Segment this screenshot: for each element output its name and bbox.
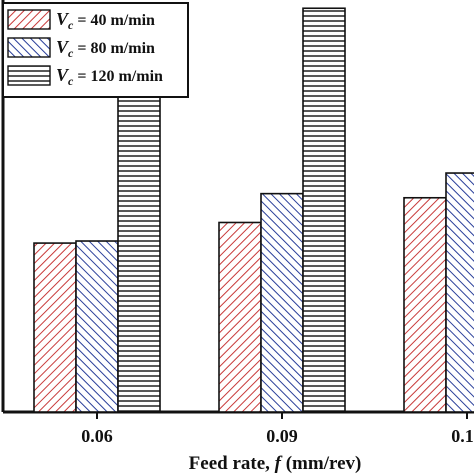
bar-0.12-series-1 [403, 196, 447, 413]
legend-label-2: Vc = 80 m/min [56, 37, 155, 60]
legend-swatch-3 [7, 65, 51, 86]
x-axis-label-text: Feed rate, [189, 453, 275, 474]
x-tick-label: 0.06 [81, 426, 113, 446]
x-axis-label-unit: (mm/rev) [281, 453, 361, 474]
bar-0.06-series-3 [117, 36, 161, 413]
bar-0.12-series-2 [445, 172, 474, 413]
legend-label-3: Vc = 120 m/min [56, 65, 163, 88]
x-tick-label: 0.12 [451, 426, 474, 446]
bar-0.06-series-2 [75, 240, 119, 413]
bar-0.09-series-3 [302, 7, 346, 413]
bar-0.09-series-2 [260, 192, 304, 413]
x-tick-label: 0.09 [266, 426, 298, 446]
bar-0.09-series-1 [218, 221, 262, 413]
legend-label-1: Vc = 40 m/min [56, 9, 155, 32]
bars-layer [33, 7, 474, 413]
bar-0.06-series-1 [33, 242, 77, 413]
x-axis-label: Feed rate, f (mm/rev) [189, 453, 362, 474]
x-ticks-layer: 0.06 0.09 0.12 [81, 412, 474, 446]
legend-swatch-1 [7, 9, 51, 30]
legend: Vc = 40 m/min Vc = 80 m/min Vc = 120 m/min [2, 2, 189, 98]
legend-swatch-2 [7, 37, 51, 58]
x-axis-label-var: f [275, 453, 283, 474]
